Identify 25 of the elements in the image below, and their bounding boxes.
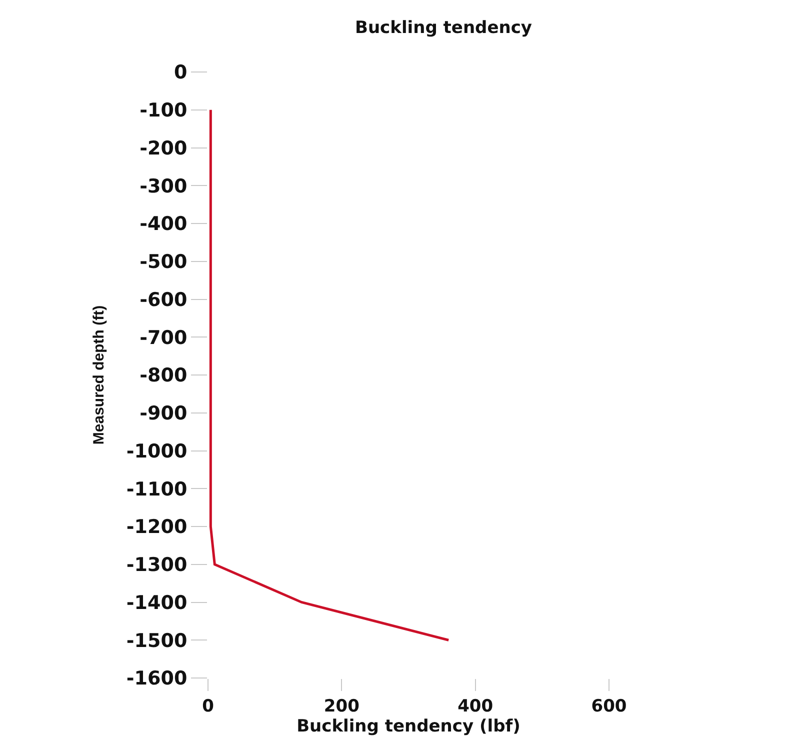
y-tick-label: -200 [140, 137, 188, 160]
y-tick-label: -1300 [126, 554, 188, 576]
y-tick-label: -1600 [126, 668, 188, 690]
y-tick-label: -1400 [126, 592, 188, 614]
y-tick-label: -900 [140, 402, 188, 425]
y-axis-title: Measured depth (ft) [90, 305, 108, 445]
y-tick-label: -500 [140, 251, 188, 274]
y-tick-label: -600 [140, 288, 188, 311]
chart-title: Buckling tendency [355, 18, 532, 38]
y-tick-label: -100 [140, 100, 188, 122]
y-tick-label: -1100 [126, 478, 188, 500]
y-tick-label: -700 [140, 326, 188, 349]
y-tick-label: -1500 [126, 630, 188, 652]
x-tick-label: 0 [202, 696, 214, 716]
y-tick-label: -800 [140, 364, 188, 387]
line-series [209, 108, 450, 642]
x-tick-label: 600 [591, 696, 627, 716]
y-tick-label: -300 [140, 175, 188, 198]
y-tick-label: -1000 [126, 440, 188, 462]
x-tick-label: 200 [324, 696, 360, 716]
y-tick-label: -400 [140, 213, 188, 236]
x-tick-label: 400 [458, 696, 494, 716]
y-tick-label: 0 [174, 62, 188, 84]
x-axis-title: Buckling tendency (lbf) [296, 716, 520, 736]
y-tick-label: -1200 [126, 516, 188, 538]
